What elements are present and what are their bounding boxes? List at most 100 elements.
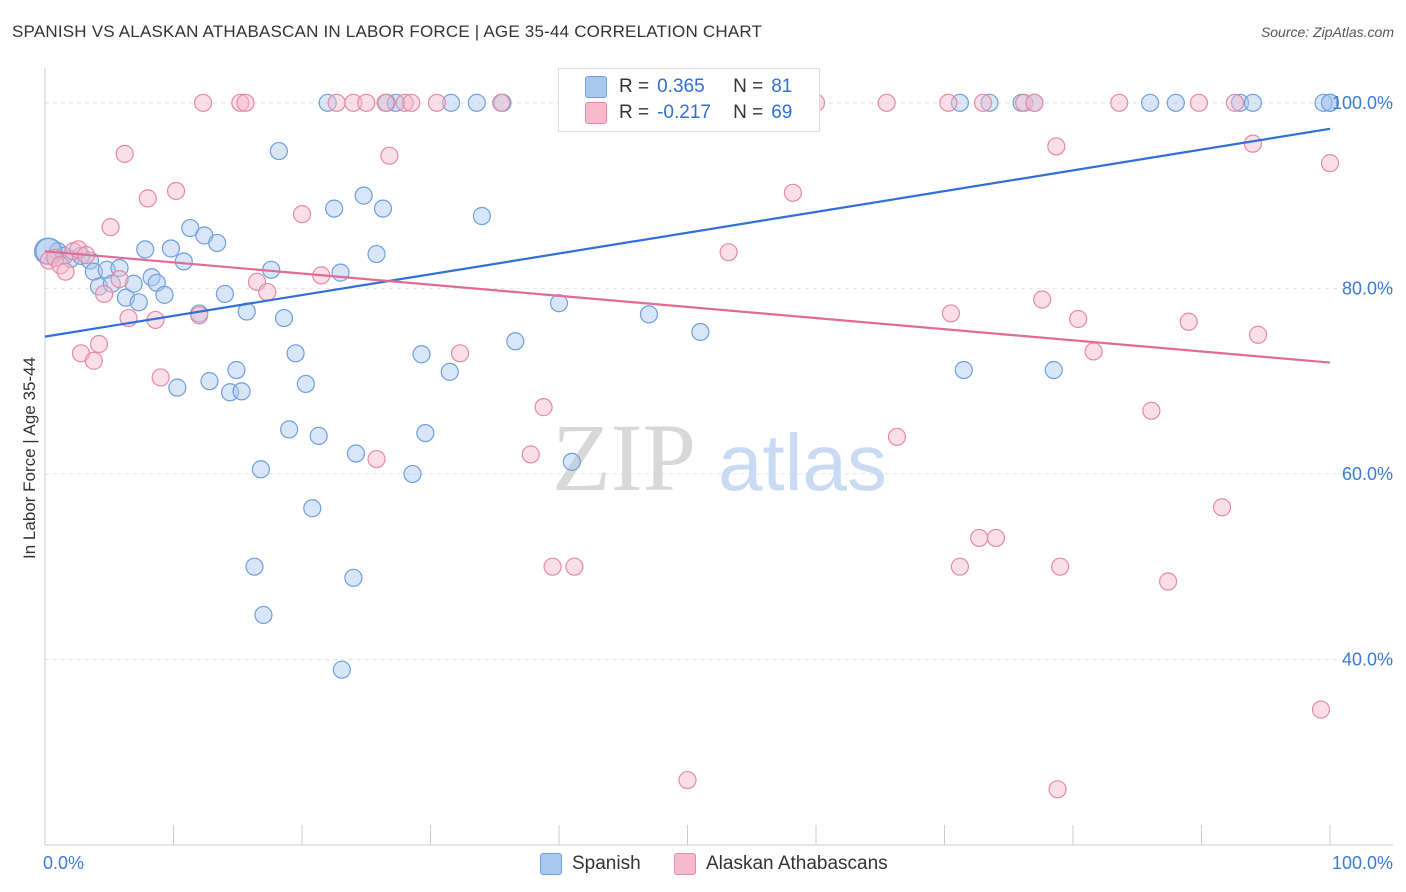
point-alaskan (450, 344, 470, 363)
point-alaskan (344, 93, 363, 112)
data-points (33, 93, 1340, 799)
point-alaskan (1225, 93, 1245, 112)
point-alaskan (1048, 780, 1067, 799)
point-spanish (136, 240, 155, 259)
point-spanish (215, 284, 234, 304)
watermark: ZIP atlas (552, 404, 887, 511)
point-spanish (1243, 93, 1263, 112)
correlation-legend: R = 0.365 N = 81 R = -0.217 N = 69 (558, 68, 820, 132)
point-alaskan (115, 144, 134, 163)
grid-lines (45, 102, 1393, 660)
point-spanish (639, 305, 659, 324)
point-alaskan (292, 205, 312, 224)
point-alaskan (1015, 93, 1034, 112)
point-alaskan (1033, 290, 1052, 309)
point-alaskan (939, 93, 958, 112)
point-spanish (325, 199, 344, 218)
point-alaskan (887, 427, 907, 446)
point-alaskan (1179, 312, 1198, 331)
point-alaskan (950, 557, 970, 576)
point-alaskan (678, 770, 697, 790)
point-spanish (1166, 93, 1185, 112)
point-alaskan (719, 243, 738, 262)
tick-labels: 40.0% 60.0% 80.0% 100.0% 0.0% 100.0% (43, 93, 1393, 873)
point-spanish (441, 93, 461, 112)
point-alaskan (783, 183, 802, 202)
point-spanish (344, 568, 363, 587)
point-alaskan (95, 284, 114, 304)
point-alaskan (565, 557, 584, 576)
point-spanish (208, 233, 227, 253)
point-alaskan (402, 93, 421, 112)
point-spanish (403, 464, 422, 484)
point-alaskan (89, 334, 109, 354)
point-alaskan (357, 93, 376, 112)
point-alaskan (877, 93, 896, 112)
point-spanish (280, 420, 299, 439)
axes (44, 68, 1393, 846)
legend-swatch-alaskan (585, 102, 607, 124)
bottom-legend-label-alaskan: Alaskan Athabascans (706, 853, 888, 874)
point-spanish (200, 372, 219, 391)
trend-line-spanish (44, 127, 1331, 338)
point-alaskan (543, 557, 562, 576)
point-alaskan (1320, 154, 1340, 173)
legend-r-label: R = (619, 102, 650, 123)
point-spanish (354, 186, 373, 205)
point-spanish (506, 332, 525, 351)
point-spanish (161, 239, 181, 258)
point-alaskan (101, 218, 120, 237)
point-spanish (296, 374, 315, 394)
point-spanish (980, 93, 999, 112)
chart-title: SPANISH VS ALASKAN ATHABASCAN IN LABOR F… (12, 22, 763, 41)
legend-swatch-spanish (585, 76, 607, 98)
legend-r-value: -0.217 (657, 102, 711, 123)
point-spanish (251, 460, 270, 479)
point-alaskan (534, 398, 553, 417)
point-spanish (412, 345, 431, 364)
y-axis-label: In Labor Force | Age 35-44 (20, 357, 39, 559)
point-spanish (254, 605, 273, 625)
point-spanish (472, 206, 491, 226)
y-tick-label: 40.0% (1342, 649, 1393, 669)
point-alaskan (1311, 700, 1331, 719)
point-alaskan (427, 93, 447, 112)
point-alaskan (380, 146, 399, 165)
point-spanish (416, 423, 435, 443)
x-tick-label: 100.0% (1332, 853, 1393, 873)
point-spanish (232, 382, 251, 401)
point-alaskan (376, 93, 395, 112)
bottom-legend-swatch-spanish (540, 853, 562, 875)
point-alaskan (1047, 137, 1066, 156)
point-alaskan (973, 93, 993, 112)
legend-n-label: N = (733, 76, 764, 97)
point-alaskan (1189, 93, 1209, 112)
point-alaskan (986, 528, 1006, 548)
bottom-legend-spanish: Spanish (540, 852, 641, 876)
point-spanish (174, 252, 193, 271)
point-spanish (331, 263, 350, 282)
chart-source: Source: ZipAtlas.com (1260, 24, 1394, 40)
legend-n-value: 69 (771, 102, 793, 123)
point-spanish (562, 452, 581, 471)
legend-row-alaskan: R = -0.217 N = 69 (585, 102, 792, 124)
point-alaskan (1158, 572, 1178, 591)
legend-r-value: 0.365 (657, 76, 705, 97)
point-spanish (269, 141, 288, 161)
point-alaskan (166, 181, 186, 201)
point-alaskan (190, 306, 209, 325)
point-spanish (274, 308, 294, 328)
point-alaskan (1212, 498, 1232, 517)
watermark-atlas: atlas (718, 418, 887, 507)
point-alaskan (1248, 325, 1268, 344)
point-spanish (346, 444, 366, 463)
legend-r-label: R = (619, 76, 650, 97)
point-spanish (467, 93, 486, 112)
point-alaskan (56, 262, 75, 281)
point-spanish (303, 499, 322, 518)
point-alaskan (231, 93, 250, 112)
point-alaskan (151, 368, 170, 387)
point-spanish (155, 285, 174, 304)
bottom-legend-swatch-alaskan (674, 853, 696, 875)
